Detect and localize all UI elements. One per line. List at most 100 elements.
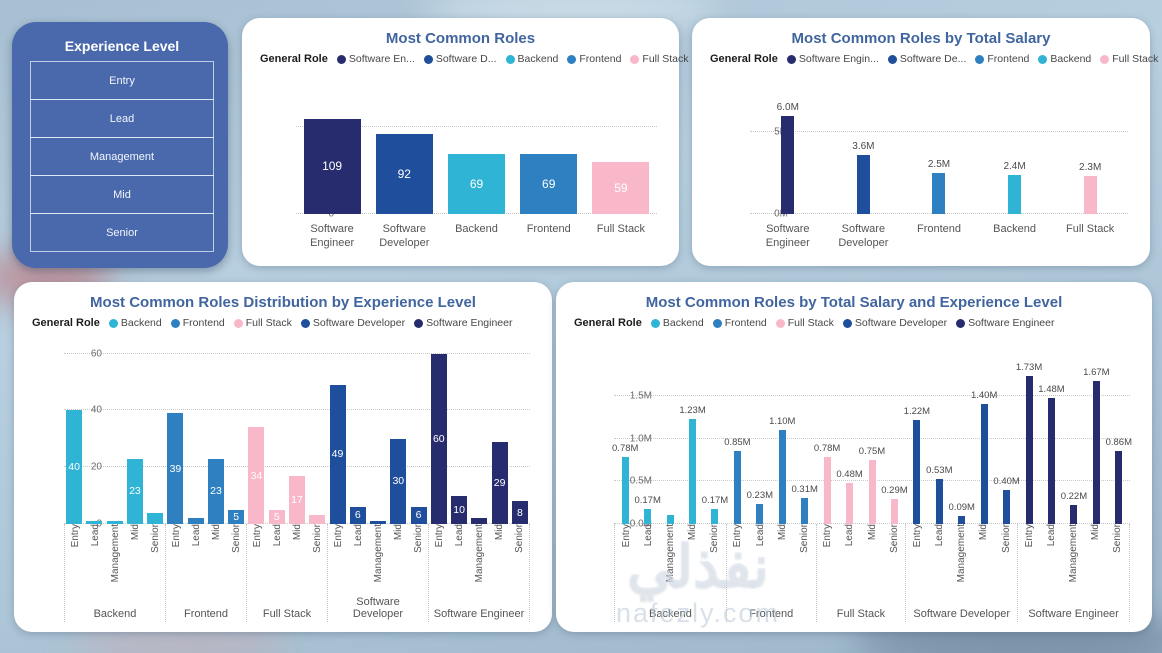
legend-item-software-developer[interactable]: Software Developer (842, 317, 947, 329)
bar-software-engineer-management[interactable]: 0.22M (1061, 491, 1087, 524)
legend-item-frontend[interactable]: Frontend (712, 317, 767, 329)
bar-software-developer-entry[interactable]: 49 (329, 384, 346, 524)
x-axis-group-frontend: Entry Lead Mid Senior Frontend (725, 524, 816, 622)
bar-full-stack-mid[interactable]: 17 (289, 475, 305, 524)
chart-title: Most Common Roles (385, 30, 536, 47)
legend-item-software-engin-[interactable]: Software Engin... (786, 53, 879, 65)
tick-slot: Entry (247, 524, 267, 604)
bar-backend-entry[interactable]: 0.78M (612, 443, 638, 524)
bar-software-developer-senior[interactable]: 0.40M (993, 476, 1020, 524)
legend-item-full-stack[interactable]: Full Stack (630, 53, 689, 65)
bar-backend-senior[interactable] (147, 512, 164, 524)
bar-software-developer-lead[interactable]: 0.53M (926, 465, 953, 524)
legend-item-full-stack[interactable]: Full Stack (233, 317, 292, 329)
legend-item-label: Software En... (348, 53, 415, 65)
bar-full-stack-lead[interactable]: 5 (268, 509, 285, 524)
bar-software-engineer[interactable]: 109 (303, 118, 361, 214)
legend-item-frontend[interactable]: Frontend (567, 53, 621, 65)
bar-frontend-entry[interactable]: 0.85M (724, 437, 751, 524)
legend-item-backend[interactable]: Backend (108, 317, 162, 329)
slicer-button-management[interactable]: Management (30, 137, 214, 176)
slicer-button-mid[interactable]: Mid (30, 175, 214, 214)
bar-frontend-senior[interactable]: 0.31M (792, 484, 818, 524)
legend-item-backend[interactable]: Backend (1038, 53, 1091, 65)
bar-frontend-entry[interactable]: 39 (167, 413, 184, 524)
bar-full-stack-mid[interactable]: 0.75M (859, 446, 885, 524)
bar-full-stack[interactable]: 2.3M (1079, 162, 1101, 214)
legend-item-frontend[interactable]: Frontend (975, 53, 1029, 65)
legend-item-backend[interactable]: Backend (505, 53, 558, 65)
bar-software-developer-mid[interactable]: 30 (390, 438, 407, 524)
legend-item-software-d-[interactable]: Software D... (423, 53, 497, 65)
bar-slot: 30 (388, 348, 408, 524)
category-tick-label: Entry (620, 524, 632, 548)
bar-frontend-senior[interactable]: 5 (228, 509, 245, 524)
bar-software-engineer-entry[interactable]: 60 (430, 353, 447, 524)
group-label: Full Stack (262, 608, 312, 620)
bar-backend[interactable]: 69 (448, 153, 505, 214)
bar-value-label: 1.22M (903, 405, 931, 417)
legend-item-full-stack[interactable]: Full Stack (1100, 53, 1158, 65)
x-axis-group-frontend: Frontend (901, 214, 977, 256)
legend-item-software-en-[interactable]: Software En... (336, 53, 415, 65)
bar-software-developer-management[interactable]: 0.09M (949, 502, 975, 524)
bar-software-engineer-management[interactable] (471, 518, 488, 524)
bar-backend-senior[interactable]: 0.17M (702, 495, 728, 524)
bar-software-engineer-senior[interactable]: 0.86M (1106, 437, 1132, 524)
bar-software-engineer-mid[interactable]: 29 (491, 441, 508, 524)
bar-backend-lead[interactable]: 0.17M (634, 495, 661, 524)
legend-dot-icon (505, 54, 515, 64)
bar-software-engineer[interactable]: 6.0M (777, 102, 799, 214)
bar-backend-mid[interactable]: 23 (126, 458, 143, 524)
bar-groups: 0.78M 0.17M 1.23M 0.17M 0.85M 0.23M 1.10M 0.31M… (612, 362, 1132, 524)
bar-software-engineer-senior[interactable]: 8 (511, 501, 528, 524)
bar-frontend[interactable]: 2.5M (928, 159, 950, 214)
bar-full-stack-entry[interactable]: 0.78M (814, 443, 840, 524)
slicer-button-senior[interactable]: Senior (30, 213, 214, 252)
legend-item-frontend[interactable]: Frontend (170, 317, 225, 329)
bar-full-stack[interactable]: 59 (592, 162, 650, 214)
bar-frontend-lead[interactable]: 0.23M (747, 490, 773, 524)
bar-backend-management[interactable] (666, 515, 674, 524)
group-label: Frontend (749, 608, 794, 620)
bar-slot (186, 348, 206, 524)
gridline (296, 125, 657, 127)
bar-software-engineer-entry[interactable]: 1.73M (1016, 362, 1042, 524)
group-label: Backend (649, 608, 692, 620)
legend-item-software-developer[interactable]: Software Developer (300, 317, 405, 329)
bar-software-developer[interactable]: 3.6M (852, 141, 875, 214)
slicer-button-lead[interactable]: Lead (30, 99, 214, 138)
bar-backend-lead[interactable] (86, 521, 103, 524)
bar-software-engineer-lead[interactable]: 1.48M (1038, 384, 1065, 524)
bar-software-developer-lead[interactable]: 6 (349, 506, 366, 524)
bar-software-engineer-lead[interactable]: 10 (451, 495, 468, 524)
bar-full-stack-entry[interactable]: 34 (248, 427, 265, 524)
bar-software-developer-senior[interactable]: 6 (410, 506, 427, 524)
bar-software-engineer-mid[interactable]: 1.67M (1083, 367, 1110, 524)
bar-value-label: 1.48M (1038, 383, 1065, 395)
bar-frontend[interactable]: 69 (520, 153, 578, 214)
legend-item-backend[interactable]: Backend (650, 317, 704, 329)
bar-value-label: 3.6M (852, 141, 875, 153)
slicer-button-entry[interactable]: Entry (30, 61, 214, 100)
bar-slot: 69 (513, 116, 585, 214)
legend-item-software-engineer[interactable]: Software Engineer (956, 317, 1054, 329)
bar-software-developer[interactable]: 92 (375, 133, 433, 214)
bar-full-stack-lead[interactable]: 0.48M (836, 469, 863, 524)
legend-item-software-de-[interactable]: Software De... (887, 53, 966, 65)
bar-backend-management[interactable] (106, 521, 123, 524)
bar-backend-mid[interactable]: 1.23M (679, 405, 706, 524)
legend-item-full-stack[interactable]: Full Stack (775, 317, 834, 329)
bar-backend[interactable]: 2.4M (1003, 161, 1026, 214)
bar-frontend-mid[interactable]: 1.10M (769, 416, 795, 524)
category-label: Backend (993, 223, 1036, 235)
legend-item-software-engineer[interactable]: Software Engineer (414, 317, 512, 329)
bar-backend-entry[interactable]: 40 (66, 410, 83, 524)
bar-full-stack-senior[interactable] (309, 515, 326, 524)
bar-software-developer-entry[interactable]: 1.22M (904, 406, 930, 524)
bar-frontend-mid[interactable]: 23 (207, 458, 224, 524)
bar-software-developer-mid[interactable]: 1.40M (971, 390, 997, 524)
bar-full-stack-senior[interactable]: 0.29M (881, 485, 908, 524)
bar-software-developer-management[interactable] (370, 521, 387, 524)
bar-frontend-lead[interactable] (187, 518, 204, 524)
